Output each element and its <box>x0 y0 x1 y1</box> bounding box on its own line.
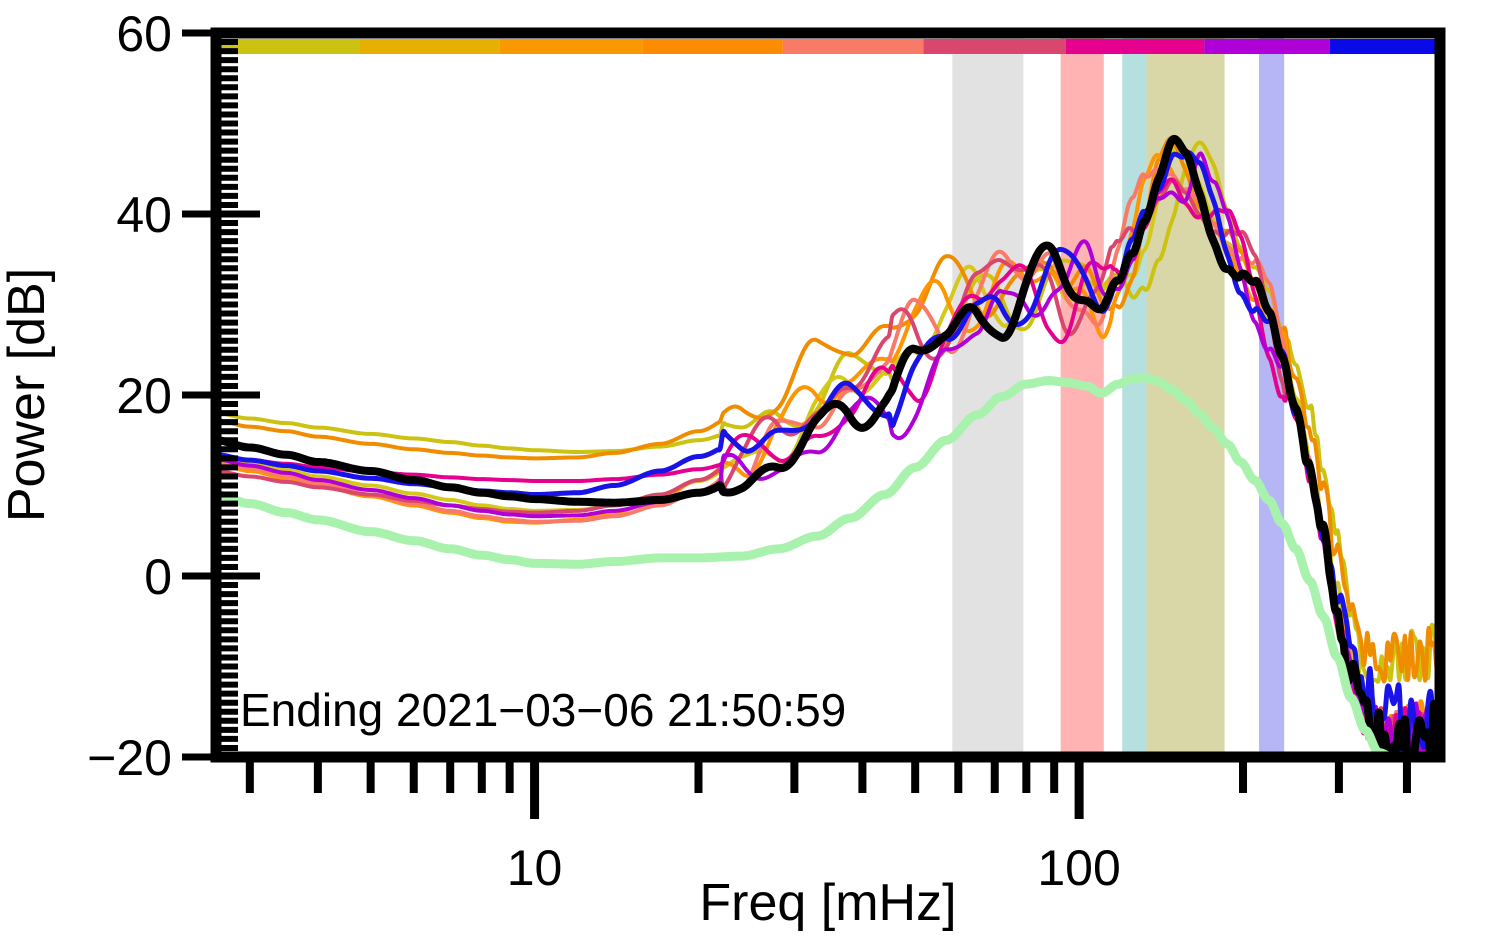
trace-purple <box>216 151 1440 757</box>
plot-area-background <box>216 33 1440 757</box>
cb-blue <box>1329 39 1440 54</box>
y-tick-label: −20 <box>87 730 172 786</box>
y-axis-ticks <box>182 29 260 761</box>
band-gray <box>952 38 1024 757</box>
cb-gold <box>359 39 500 54</box>
ending-timestamp-annotation: Ending 2021−03−06 21:50:59 <box>240 684 846 736</box>
trace-black-mean <box>216 134 1440 757</box>
cb-purple <box>1204 39 1330 54</box>
frequency-colorbar <box>216 39 1440 54</box>
y-tick-label: 20 <box>116 368 172 424</box>
cb-salmon <box>782 39 924 54</box>
y-axis-title: Power [dB] <box>0 268 56 522</box>
cb-olive <box>216 39 360 54</box>
spectrum-traces <box>216 134 1440 757</box>
y-axis-tick-labels: −20 0 20 40 60 <box>87 6 172 786</box>
cb-amber <box>499 39 643 54</box>
x-tick-label: 10 <box>507 840 563 896</box>
cb-orange <box>642 39 783 54</box>
x-tick-label: 100 <box>1037 840 1120 896</box>
cb-crimson <box>923 39 1066 54</box>
y-tick-label: 60 <box>116 6 172 62</box>
trace-magenta <box>216 177 1440 757</box>
band-teal <box>1122 38 1147 757</box>
band-pink <box>1060 38 1104 757</box>
cb-magenta <box>1065 39 1205 54</box>
y-tick-label: 0 <box>144 549 172 605</box>
trace-green-bg <box>216 373 1440 757</box>
y-tick-label: 40 <box>116 187 172 243</box>
x-axis-ticks <box>245 757 1411 819</box>
x-axis-tick-labels: 10 100 <box>507 840 1121 896</box>
x-axis-title: Freq [mHz] <box>699 874 956 932</box>
